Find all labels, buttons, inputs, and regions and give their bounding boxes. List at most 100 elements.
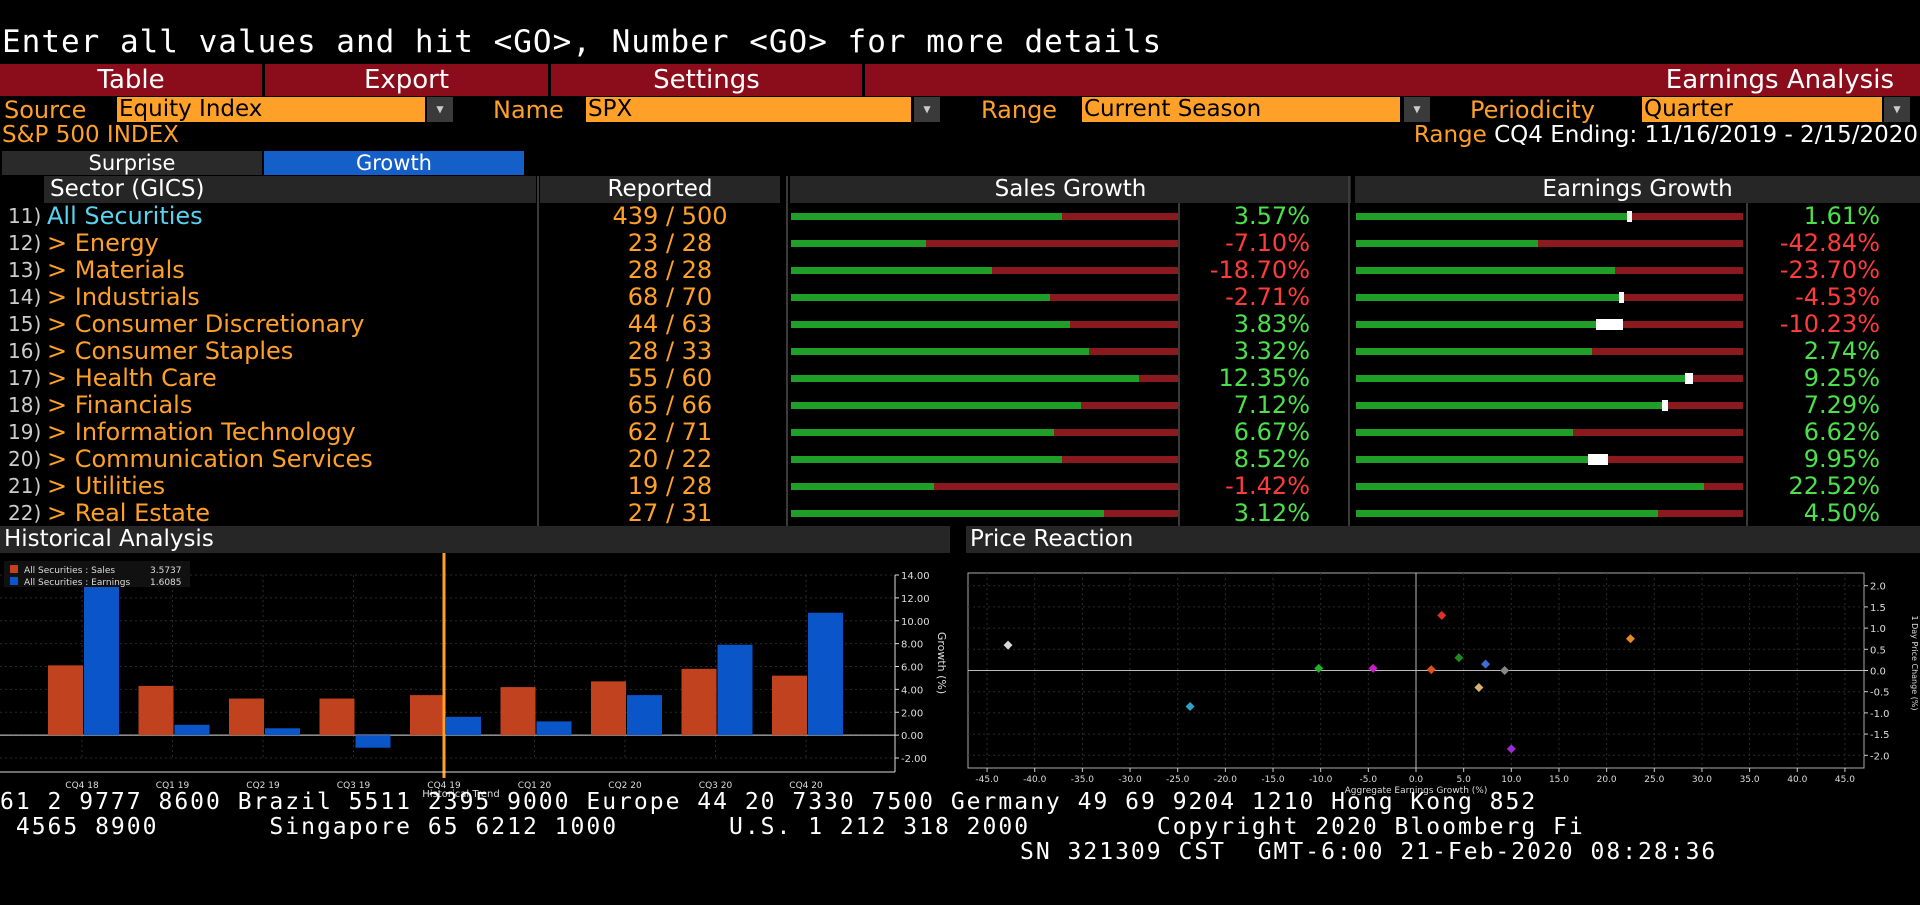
sales-growth-bar (791, 402, 1178, 409)
table-row[interactable]: 20) > Communication Services 20 / 22 8.52% 9… (0, 446, 1920, 473)
table-row[interactable]: 13) > Materials 28 / 28 -18.70% -23.70% (0, 257, 1920, 284)
y-tick-label: 0.00 (901, 731, 923, 742)
sales-growth-value: -1.42% (1225, 472, 1310, 500)
sales-growth-bar (791, 483, 1178, 490)
y-tick-label: 6.00 (901, 663, 923, 674)
x-tick-label: 15.0 (1549, 775, 1569, 785)
sales-growth-header[interactable]: Sales Growth (790, 176, 1351, 203)
sales-growth-bar-fill (791, 483, 935, 490)
reported-count: 44 / 63 (627, 310, 713, 338)
historical-analysis-header: Historical Analysis (0, 526, 950, 553)
earnings-growth-value: -4.53% (1795, 283, 1880, 311)
sales-growth-value: -18.70% (1209, 256, 1310, 284)
scatter-point (1500, 666, 1510, 675)
sector-name[interactable]: > Utilities (47, 472, 166, 500)
bar-earnings (84, 572, 119, 736)
sales-growth-bar-fill (791, 240, 927, 247)
scatter-point (1625, 634, 1635, 644)
reported-count: 28 / 33 (627, 337, 713, 365)
source-field[interactable]: Equity Index (117, 97, 425, 122)
earnings-growth-bar (1356, 510, 1743, 517)
sales-growth-bar (791, 456, 1178, 463)
table-row[interactable]: 14) > Industrials 68 / 70 -2.71% -4.53% (0, 284, 1920, 311)
sector-name[interactable]: All Securities (47, 202, 203, 230)
range-label: Range (981, 96, 1058, 124)
table-row[interactable]: 21) > Utilities 19 / 28 -1.42% 22.52% (0, 473, 1920, 500)
earnings-growth-bar (1356, 483, 1743, 490)
earnings-growth-marker (1619, 292, 1625, 303)
x-tick-label: -20.0 (1214, 775, 1238, 785)
export-menu-button[interactable]: Export (265, 64, 551, 96)
tab-surprise[interactable]: Surprise (2, 151, 262, 175)
y-tick-label: 14.00 (901, 571, 930, 582)
y-axis-label: 1 Day Price Change (%) (1910, 615, 1919, 710)
periodicity-label: Periodicity (1470, 96, 1595, 124)
scatter-point (1314, 663, 1324, 673)
scatter-point (1481, 659, 1491, 669)
range-info-value: CQ4 Ending: 11/16/2019 - 2/15/2020 (1494, 122, 1918, 148)
y-axis-label: Growth (%) (935, 632, 948, 694)
sector-name[interactable]: > Financials (47, 391, 193, 419)
x-tick-label: -40.0 (1023, 775, 1047, 785)
periodicity-field[interactable]: Quarter (1642, 97, 1882, 122)
earnings-growth-header[interactable]: Earnings Growth (1355, 176, 1920, 203)
sector-name[interactable]: > Materials (47, 256, 185, 284)
sector-name[interactable]: > Health Care (47, 364, 217, 392)
x-tick-label: -25.0 (1166, 775, 1190, 785)
reported-header[interactable]: Reported (540, 176, 780, 203)
table-row[interactable]: 15) > Consumer Discretionary 44 / 63 3.83% -… (0, 311, 1920, 338)
bar-sales (410, 695, 445, 736)
row-number: 21) (8, 474, 42, 498)
table-row[interactable]: 18) > Financials 65 / 66 7.12% 7.29% (0, 392, 1920, 419)
periodicity-dropdown-icon[interactable]: ▼ (1884, 97, 1910, 122)
y-tick-label: -2.00 (901, 754, 927, 765)
y-tick-label: 2.00 (901, 708, 923, 719)
tab-growth[interactable]: Growth (264, 151, 524, 175)
x-tick-label: CQ4 19 (427, 781, 461, 791)
table-row[interactable]: 12) > Energy 23 / 28 -7.10% -42.84% (0, 230, 1920, 257)
legend-series-name: All Securities : Sales (24, 566, 115, 576)
table-row[interactable]: 19) > Information Technology 62 / 71 6.67% 6… (0, 419, 1920, 446)
x-tick-label: 20.0 (1597, 775, 1617, 785)
legend-series-name: All Securities : Earnings (24, 578, 130, 588)
sales-growth-value: 3.83% (1233, 310, 1310, 338)
x-tick-label: -30.0 (1118, 775, 1142, 785)
sector-name[interactable]: > Communication Services (47, 445, 373, 473)
bar-earnings (536, 721, 572, 736)
table-row[interactable]: 16) > Consumer Staples 28 / 33 3.32% 2.74% (0, 338, 1920, 365)
sector-name[interactable]: > Energy (47, 229, 159, 257)
earnings-growth-value: -42.84% (1779, 229, 1880, 257)
x-tick-label: 35.0 (1740, 775, 1760, 785)
bar-sales (591, 681, 626, 736)
table-menu-button[interactable]: Table (0, 64, 265, 96)
table-row[interactable]: 22) > Real Estate 27 / 31 3.12% 4.50% (0, 500, 1920, 527)
y-tick-label: -2.0 (1870, 751, 1890, 762)
earnings-growth-bar-fill (1356, 456, 1589, 463)
name-dropdown-icon[interactable]: ▼ (914, 97, 940, 122)
table-row[interactable]: 17) > Health Care 55 / 60 12.35% 9.25% (0, 365, 1920, 392)
y-tick-label: 1.0 (1870, 624, 1886, 635)
y-tick-label: 0.0 (1870, 667, 1886, 678)
sector-name[interactable]: > Industrials (47, 283, 200, 311)
settings-menu-button[interactable]: Settings (551, 64, 865, 96)
range-dropdown-icon[interactable]: ▼ (1404, 97, 1430, 122)
price-reaction-header: Price Reaction (966, 526, 1920, 553)
reported-count: 62 / 71 (627, 418, 713, 446)
sales-growth-value: 12.35% (1218, 364, 1310, 392)
sector-name[interactable]: > Real Estate (47, 499, 211, 527)
x-tick-label: CQ4 20 (789, 781, 823, 791)
range-field[interactable]: Current Season (1082, 97, 1400, 122)
sector-header[interactable]: Sector (GICS) (44, 176, 536, 203)
table-row[interactable]: 11) All Securities 439 / 500 3.57% 1.61% (0, 203, 1920, 230)
scatter-point (1506, 744, 1516, 754)
x-tick-label: CQ1 19 (156, 781, 190, 791)
row-number: 17) (8, 366, 42, 390)
sector-name[interactable]: > Consumer Discretionary (47, 310, 365, 338)
source-dropdown-icon[interactable]: ▼ (427, 97, 453, 122)
earnings-growth-value: 1.61% (1803, 202, 1880, 230)
command-line[interactable]: Enter all values and hit <GO>, Number <G… (2, 24, 1163, 60)
bar-earnings (446, 716, 481, 736)
sector-name[interactable]: > Consumer Staples (47, 337, 294, 365)
name-field[interactable]: SPX (586, 97, 911, 122)
sector-name[interactable]: > Information Technology (47, 418, 356, 446)
